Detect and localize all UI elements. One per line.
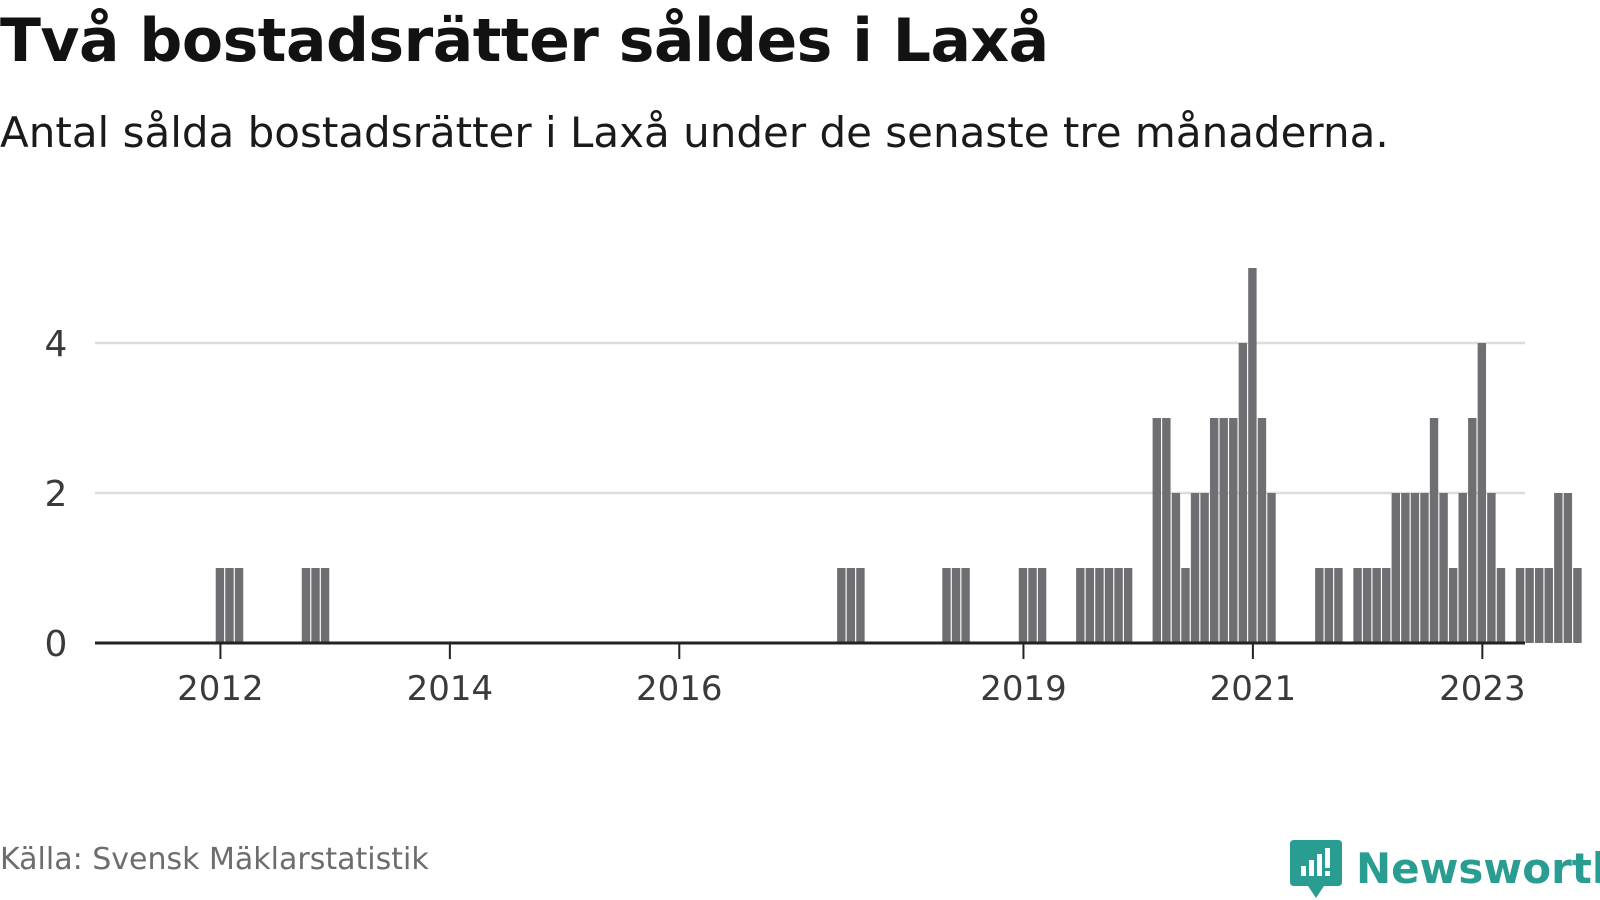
bar xyxy=(1095,568,1104,643)
bar xyxy=(1028,568,1037,643)
x-tick-label: 2023 xyxy=(1439,669,1526,709)
bar xyxy=(1085,568,1095,643)
bar xyxy=(1535,568,1544,643)
chart-subtitle: Antal sålda bostadsrätter i Laxå under d… xyxy=(0,108,1389,157)
bar xyxy=(234,568,244,643)
bar xyxy=(1248,268,1257,643)
bar xyxy=(1468,418,1477,643)
bar xyxy=(961,568,970,643)
bar xyxy=(1152,418,1161,643)
bar xyxy=(1018,568,1028,643)
x-tick-label: 2019 xyxy=(980,669,1067,709)
bar xyxy=(1563,493,1573,643)
bar xyxy=(1162,418,1171,643)
bar xyxy=(1372,568,1381,643)
bar xyxy=(1458,493,1467,643)
bar xyxy=(1429,418,1439,643)
bar xyxy=(1573,568,1582,643)
bar xyxy=(1420,493,1429,643)
y-tick-label: 0 xyxy=(45,624,68,665)
bar xyxy=(1334,568,1343,643)
bar xyxy=(1200,493,1209,643)
bar xyxy=(311,568,320,643)
bar xyxy=(1477,343,1487,643)
bar xyxy=(225,568,234,643)
bar xyxy=(1382,568,1391,643)
bar xyxy=(1448,568,1458,643)
bar xyxy=(1229,418,1238,643)
bar xyxy=(1554,493,1563,643)
bar xyxy=(1353,568,1362,643)
x-tick-label: 2016 xyxy=(636,669,723,709)
bar-chart: 0242012201420162019202120232 xyxy=(45,268,1582,709)
bar xyxy=(1362,568,1372,643)
bar xyxy=(1181,568,1190,643)
bar xyxy=(1123,568,1133,643)
brand-name: Newsworthy xyxy=(1356,844,1600,893)
bar xyxy=(1544,568,1553,643)
x-tick-label: 2012 xyxy=(177,669,264,709)
bar xyxy=(1267,493,1276,643)
bar xyxy=(1219,418,1228,643)
bar xyxy=(215,568,225,643)
newsworthy-logo-icon xyxy=(1290,840,1342,898)
bar xyxy=(320,568,330,643)
bar xyxy=(1238,343,1248,643)
bar xyxy=(1104,568,1114,643)
bar xyxy=(942,568,951,643)
bar xyxy=(1410,493,1420,643)
source-note: Källa: Svensk Mäklarstatistik xyxy=(0,842,429,877)
bar xyxy=(1496,568,1506,643)
bar xyxy=(856,568,865,643)
bar xyxy=(1439,493,1448,643)
bar xyxy=(1076,568,1085,643)
x-tick-label: 2021 xyxy=(1210,669,1297,709)
bar xyxy=(1391,493,1400,643)
bar xyxy=(1324,568,1334,643)
bar xyxy=(1487,493,1496,643)
bar xyxy=(1171,493,1181,643)
brand-logo[interactable]: Newsworthy xyxy=(1290,840,1600,900)
bar xyxy=(1037,568,1047,643)
y-tick-label: 2 xyxy=(45,474,68,515)
bar xyxy=(1257,418,1267,643)
x-tick-label: 2014 xyxy=(407,669,494,709)
bar xyxy=(1190,493,1200,643)
bar xyxy=(301,568,311,643)
y-tick-label: 4 xyxy=(45,324,68,365)
bar xyxy=(846,568,856,643)
bar xyxy=(837,568,846,643)
bar xyxy=(1209,418,1219,643)
bar xyxy=(1114,568,1123,643)
bar xyxy=(1401,493,1410,643)
bar xyxy=(1315,568,1324,643)
bar xyxy=(1515,568,1525,643)
chart-title: Två bostadsrätter såldes i Laxå xyxy=(0,6,1049,76)
bar xyxy=(1525,568,1534,643)
bar xyxy=(951,568,961,643)
